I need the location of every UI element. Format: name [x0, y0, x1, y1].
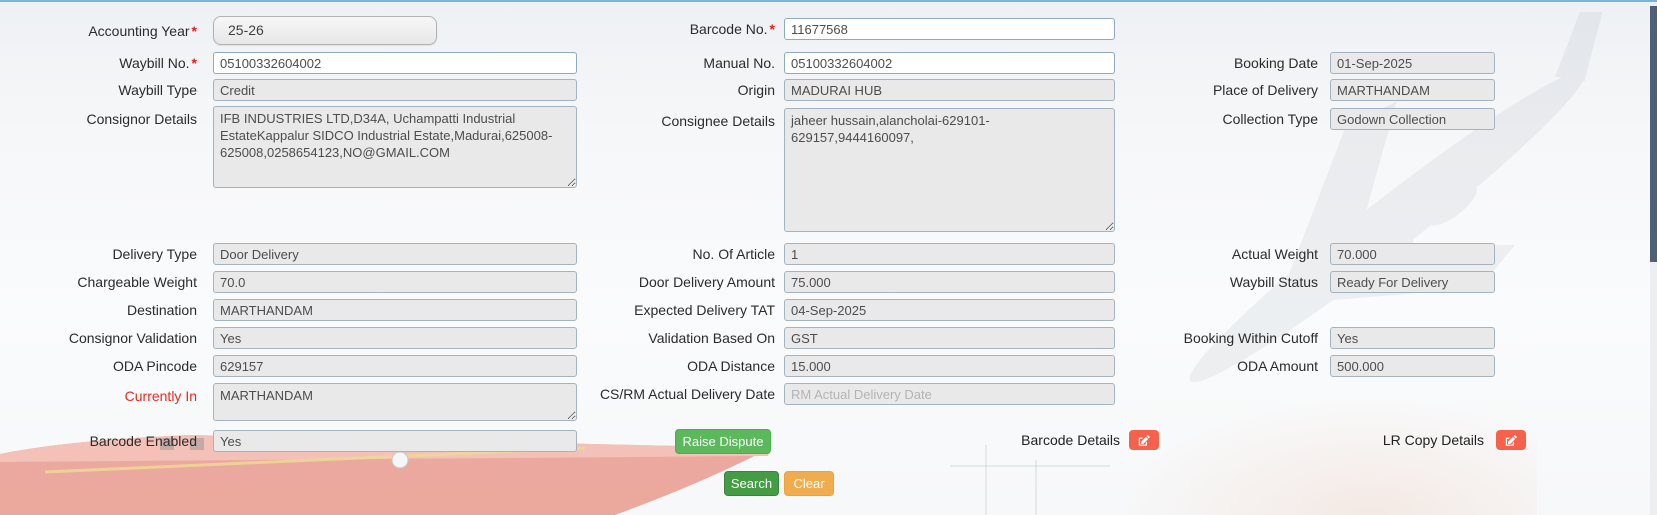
- waybill-no-label: Waybill No. *: [119, 55, 197, 71]
- accounting-year-label: Accounting Year *: [88, 22, 197, 39]
- clear-button[interactable]: Clear: [784, 471, 834, 496]
- manual-no-label: Manual No.: [703, 55, 775, 71]
- expected-delivery-tat-input: [784, 299, 1115, 321]
- collection-type-input: [1330, 108, 1495, 130]
- consignee-details-textarea[interactable]: jaheer hussain,alancholai-629101-629157,…: [784, 108, 1115, 232]
- chargeable-weight-label: Chargeable Weight: [77, 274, 197, 290]
- place-of-delivery-label: Place of Delivery: [1212, 82, 1318, 98]
- validation-based-on-label: Validation Based On: [648, 330, 775, 346]
- oda-pincode-label: ODA Pincode: [112, 358, 197, 374]
- barcode-details-label: Barcode Details: [1021, 432, 1120, 448]
- lr-copy-details-edit-button[interactable]: [1496, 430, 1526, 450]
- barcode-no-label: Barcode No. *: [689, 21, 775, 37]
- waybill-type-label: Waybill Type: [118, 82, 197, 98]
- currently-in-textarea[interactable]: MARTHANDAM: [213, 383, 577, 421]
- oda-distance-label: ODA Distance: [687, 358, 775, 374]
- crane-watermark: [1035, 460, 1037, 515]
- required-asterisk: *: [191, 55, 197, 71]
- booking-within-cutoff-label: Booking Within Cutoff: [1183, 330, 1318, 346]
- required-asterisk: *: [769, 21, 775, 37]
- barcode-details-edit-button[interactable]: [1129, 430, 1159, 450]
- airplane-watermark: [1189, 12, 1604, 383]
- delivery-type-label: Delivery Type: [112, 246, 197, 262]
- booking-date-label: Booking Date: [1233, 55, 1318, 71]
- dock-watermark: [1117, 395, 1537, 515]
- vertical-scrollbar-thumb[interactable]: [1650, 6, 1657, 262]
- crane-watermark: [950, 465, 1110, 467]
- collection-type-label: Collection Type: [1222, 111, 1318, 127]
- currently-in-label: Currently In: [124, 388, 197, 404]
- actual-weight-label: Actual Weight: [1231, 246, 1318, 262]
- oda-pincode-input: [213, 355, 577, 377]
- accounting-year-select[interactable]: 25-26: [213, 16, 437, 45]
- barcode-enabled-input: [213, 430, 577, 452]
- oda-amount-label: ODA Amount: [1237, 358, 1318, 374]
- consignor-details-textarea[interactable]: IFB INDUSTRIES LTD,D34A, Uchampatti Indu…: [213, 106, 577, 188]
- chargeable-weight-input: [213, 271, 577, 293]
- search-button[interactable]: Search: [724, 471, 779, 496]
- csrm-actual-delivery-date-label: CS/RM Actual Delivery Date: [599, 386, 775, 402]
- csrm-actual-delivery-date-input[interactable]: [784, 383, 1115, 405]
- waybill-status-label: Waybill Status: [1229, 274, 1318, 290]
- barcode-enabled-label: Barcode Enabled: [89, 433, 197, 449]
- booking-within-cutoff-input: [1330, 327, 1495, 349]
- door-delivery-amount-label: Door Delivery Amount: [638, 274, 775, 290]
- waybill-no-input[interactable]: [213, 52, 577, 74]
- manual-no-input[interactable]: [784, 52, 1115, 74]
- actual-weight-input: [1330, 243, 1495, 265]
- lr-copy-details-label: LR Copy Details: [1382, 432, 1484, 448]
- destination-input: [213, 299, 577, 321]
- consignee-details-label: Consignee Details: [661, 113, 775, 129]
- barcode-no-input[interactable]: [784, 18, 1115, 40]
- origin-label: Origin: [737, 82, 775, 98]
- no-of-article-input: [784, 243, 1115, 265]
- destination-label: Destination: [126, 302, 197, 318]
- no-of-article-label: No. Of Article: [692, 246, 775, 262]
- door-delivery-amount-input: [784, 271, 1115, 293]
- consignor-validation-input: [213, 327, 577, 349]
- vertical-scrollbar-track[interactable]: [1650, 2, 1657, 515]
- consignor-validation-label: Consignor Validation: [68, 330, 197, 346]
- oda-distance-input: [784, 355, 1115, 377]
- booking-date-input: [1330, 52, 1495, 74]
- waybill-status-input: [1330, 271, 1495, 293]
- expected-delivery-tat-label: Expected Delivery TAT: [634, 302, 775, 318]
- crane-watermark: [985, 445, 987, 515]
- oda-amount-input: [1330, 355, 1495, 377]
- origin-input: [784, 79, 1115, 101]
- place-of-delivery-input: [1330, 79, 1495, 101]
- required-asterisk: *: [191, 22, 197, 39]
- raise-dispute-button[interactable]: Raise Dispute: [675, 429, 771, 454]
- validation-based-on-input: [784, 327, 1115, 349]
- consignor-details-label: Consignor Details: [86, 111, 198, 127]
- waybill-type-input: [213, 79, 577, 101]
- delivery-type-input: [213, 243, 577, 265]
- edit-icon: [1138, 434, 1150, 446]
- edit-icon: [1505, 434, 1517, 446]
